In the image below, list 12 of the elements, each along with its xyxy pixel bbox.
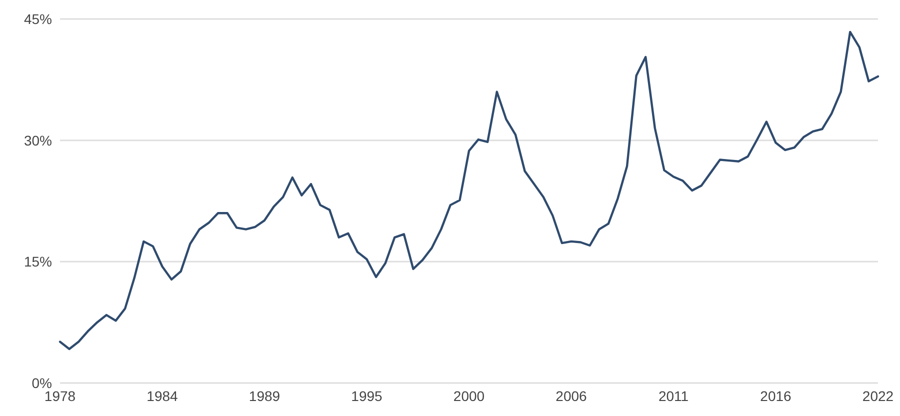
x-tick-label: 2022: [862, 388, 894, 404]
x-tick-label: 1995: [351, 388, 383, 404]
y-tick-label: 45%: [24, 10, 52, 27]
line-series: [58, 30, 880, 350]
x-tick-label: 1984: [146, 388, 178, 404]
x-tick-label: 2000: [453, 388, 485, 404]
x-tick-label: 2011: [658, 388, 689, 404]
y-tick-label: 30%: [24, 132, 52, 148]
x-tick-label: 1989: [248, 388, 280, 404]
x-tick-label: 2006: [556, 388, 588, 404]
x-tick-label: 2016: [760, 388, 792, 404]
y-tick-label: 15%: [24, 254, 52, 270]
